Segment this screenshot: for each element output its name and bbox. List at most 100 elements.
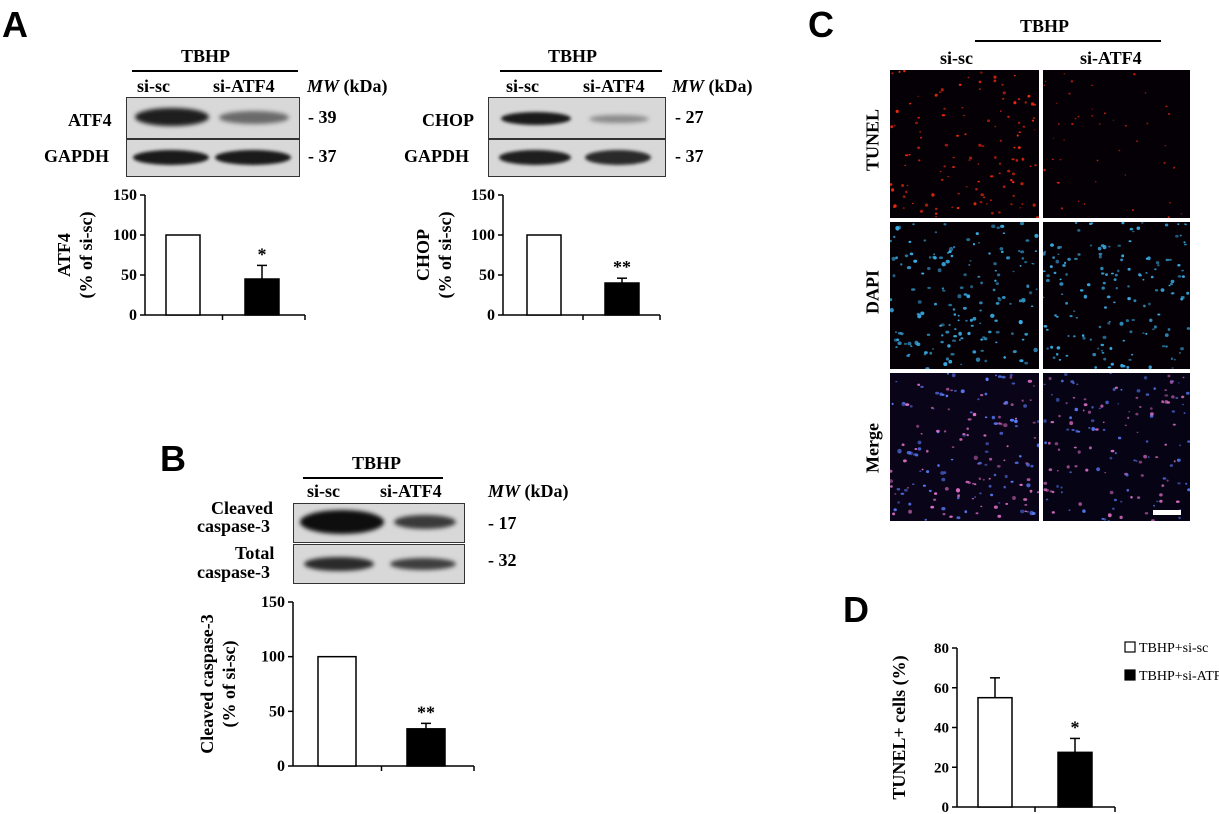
dapi-nucleus bbox=[1074, 257, 1078, 261]
dapi-nucleus bbox=[1077, 253, 1081, 256]
tunel-nucleus bbox=[903, 70, 906, 73]
merge-nucleus bbox=[1019, 455, 1022, 458]
tunel-nucleus bbox=[967, 76, 970, 79]
tunel-nucleus bbox=[1070, 80, 1074, 83]
dapi-nucleus bbox=[1129, 227, 1134, 231]
merge-nucleus bbox=[1032, 385, 1035, 387]
merge-nucleus bbox=[993, 422, 999, 425]
dapi-nucleus bbox=[947, 344, 951, 348]
lane-label-si-atf4: si-ATF4 bbox=[213, 76, 275, 96]
dapi-nucleus bbox=[1049, 265, 1053, 268]
dapi-nucleus bbox=[1128, 240, 1132, 243]
dapi-nucleus bbox=[957, 314, 960, 317]
significance-marker: ** bbox=[613, 257, 631, 277]
merge-nucleus bbox=[926, 470, 930, 474]
merge-nucleus bbox=[909, 405, 913, 408]
dapi-nucleus bbox=[934, 231, 938, 234]
dapi-nucleus bbox=[1024, 332, 1029, 336]
tunel-nucleus bbox=[911, 202, 914, 205]
bar bbox=[317, 655, 357, 767]
tunel-nucleus bbox=[1068, 92, 1071, 95]
blot-image-gapdh bbox=[126, 139, 300, 177]
merge-nucleus bbox=[1043, 419, 1047, 423]
dapi-nucleus bbox=[1142, 278, 1145, 281]
panel-label-d: D bbox=[843, 589, 869, 630]
tunel-nucleus bbox=[893, 124, 896, 127]
dapi-nucleus bbox=[994, 319, 998, 322]
merge-nucleus bbox=[1135, 396, 1139, 399]
tunel-nucleus bbox=[941, 114, 946, 117]
dapi-nucleus bbox=[1178, 352, 1181, 354]
tunel-nucleus bbox=[1010, 179, 1013, 182]
dapi-nucleus bbox=[911, 288, 916, 291]
merge-nucleus bbox=[1178, 516, 1181, 520]
dapi-nucleus bbox=[940, 323, 945, 327]
merge-nucleus bbox=[1101, 517, 1105, 520]
tunel-nucleus bbox=[944, 143, 949, 147]
tunel-nucleus bbox=[908, 153, 911, 156]
merge-nucleus bbox=[979, 492, 982, 495]
tunel-nucleus bbox=[1001, 83, 1004, 86]
blot-row-label-line2: caspase-3 bbox=[197, 516, 270, 536]
dapi-nucleus bbox=[895, 256, 898, 260]
merge-nucleus bbox=[1050, 421, 1055, 424]
dapi-nucleus bbox=[904, 342, 907, 345]
dapi-nucleus bbox=[1046, 278, 1050, 283]
dapi-nucleus bbox=[954, 328, 957, 331]
dapi-nucleus bbox=[1107, 366, 1111, 369]
merge-nucleus bbox=[991, 415, 996, 420]
tunel-nucleus bbox=[940, 178, 944, 181]
dapi-nucleus bbox=[1026, 284, 1030, 288]
dapi-nucleus bbox=[1119, 321, 1124, 326]
dapi-nucleus bbox=[1145, 272, 1148, 274]
merge-nucleus bbox=[1164, 389, 1168, 391]
y-tick-label: 80 bbox=[934, 641, 949, 657]
blot-row-label: CHOP bbox=[422, 110, 474, 130]
dapi-nucleus bbox=[991, 224, 996, 229]
tunel-nucleus bbox=[1029, 165, 1032, 167]
merge-nucleus bbox=[1095, 428, 1099, 431]
dapi-nucleus bbox=[1030, 305, 1034, 307]
dapi-nucleus bbox=[1152, 328, 1155, 331]
merge-nucleus bbox=[1167, 374, 1171, 378]
merge-nucleus bbox=[1110, 449, 1115, 453]
merge-nucleus bbox=[1164, 443, 1167, 446]
dapi-nucleus bbox=[1177, 223, 1180, 226]
merge-nucleus bbox=[959, 438, 963, 441]
dapi-nucleus bbox=[958, 339, 961, 341]
mw-header: MW (kDa) bbox=[672, 76, 753, 97]
merge-nucleus bbox=[1060, 379, 1064, 383]
merge-nucleus bbox=[917, 440, 922, 445]
dapi-nucleus bbox=[1065, 273, 1068, 276]
dapi-nucleus bbox=[917, 300, 922, 304]
dapi-nucleus bbox=[893, 235, 896, 239]
dapi-nucleus bbox=[995, 302, 1000, 305]
merge-nucleus bbox=[1044, 441, 1047, 445]
merge-nucleus bbox=[1010, 403, 1014, 406]
dapi-nucleus bbox=[959, 286, 964, 289]
tunel-nucleus bbox=[1032, 117, 1036, 119]
dapi-nucleus bbox=[1165, 258, 1170, 262]
tunel-nucleus bbox=[934, 212, 938, 215]
mw-header: MW (kDa) bbox=[307, 76, 388, 97]
tunel-nucleus bbox=[917, 146, 921, 149]
tunel-nucleus bbox=[934, 93, 938, 97]
merge-nucleus bbox=[1112, 507, 1115, 510]
merge-nucleus bbox=[1120, 388, 1123, 391]
dapi-nucleus bbox=[1132, 230, 1135, 233]
dapi-nucleus bbox=[1062, 264, 1066, 267]
tunel-nucleus bbox=[940, 88, 944, 92]
dapi-nucleus bbox=[1181, 269, 1184, 272]
merge-nucleus bbox=[1105, 400, 1109, 405]
tunel-nucleus bbox=[981, 145, 985, 147]
merge-nucleus bbox=[922, 484, 926, 487]
tunel-nucleus bbox=[980, 71, 983, 74]
dapi-nucleus bbox=[988, 330, 992, 334]
merge-nucleus bbox=[900, 492, 905, 495]
dapi-nucleus bbox=[931, 348, 935, 350]
bar bbox=[604, 282, 640, 316]
tunel-nucleus bbox=[978, 143, 982, 147]
merge-nucleus bbox=[897, 448, 902, 454]
tunel-nucleus bbox=[902, 195, 906, 198]
tunel-nucleus bbox=[1146, 122, 1149, 125]
